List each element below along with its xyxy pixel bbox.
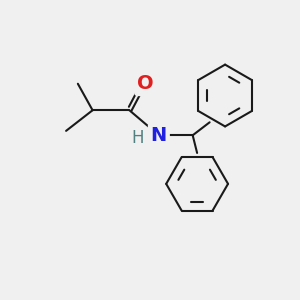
Text: N: N: [151, 126, 167, 145]
Text: H: H: [131, 129, 144, 147]
Text: O: O: [137, 74, 154, 93]
